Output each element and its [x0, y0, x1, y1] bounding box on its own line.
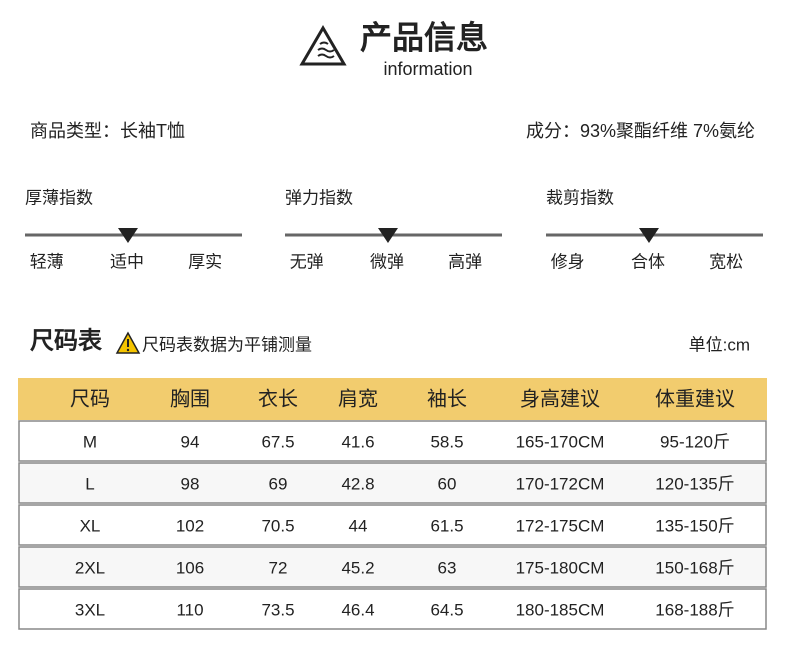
column-header: 胸围	[170, 387, 210, 410]
product-material: 成分：93%聚酯纤维 7%氨纶	[526, 121, 755, 141]
table-cell: 58.5	[430, 432, 463, 451]
table-cell: 102	[176, 516, 204, 535]
scale-option: 修身	[551, 252, 585, 271]
table-row	[18, 462, 767, 504]
table-cell: 60	[438, 474, 457, 493]
table-cell: L	[85, 474, 94, 493]
scale-marker	[638, 228, 659, 243]
scale-marker	[377, 228, 398, 243]
scale-option: 高弹	[448, 252, 482, 271]
table-row	[18, 420, 767, 462]
table-cell: 106	[176, 558, 204, 577]
table-cell: 170-172CM	[516, 474, 605, 493]
table-cell: 98	[181, 474, 200, 493]
table-cell: 135-150斤	[655, 516, 734, 535]
table-cell: 67.5	[261, 432, 294, 451]
table-cell: XL	[80, 516, 101, 535]
size-chart-unit: 单位:cm	[689, 335, 750, 354]
scale-option: 适中	[110, 252, 144, 271]
scale-option: 厚实	[188, 252, 222, 271]
table-cell: 72	[269, 558, 288, 577]
table-cell: 172-175CM	[516, 516, 605, 535]
warning-icon	[115, 331, 141, 354]
page-title: 产品信息	[360, 19, 488, 55]
table-cell: 61.5	[430, 516, 463, 535]
column-header: 衣长	[258, 387, 298, 410]
column-header: 袖长	[427, 387, 467, 410]
table-cell: 69	[269, 474, 288, 493]
size-chart-title: 尺码表	[30, 327, 103, 354]
table-cell: 110	[176, 600, 203, 619]
column-header: 身高建议	[520, 387, 600, 410]
table-cell: 94	[181, 432, 200, 451]
scale-option: 微弹	[370, 252, 404, 271]
scale-label: 裁剪指数	[546, 188, 614, 207]
table-cell: 150-168斤	[655, 558, 734, 577]
table-cell: 46.4	[341, 600, 374, 619]
page-subtitle: information	[383, 59, 472, 79]
scale-label: 弹力指数	[285, 188, 353, 207]
scale-option: 轻薄	[30, 252, 64, 271]
table-cell: 41.6	[341, 432, 374, 451]
table-cell: 44	[349, 516, 368, 535]
product-type: 商品类型：长袖T恤	[30, 121, 185, 141]
table-row	[18, 588, 767, 630]
column-header: 尺码	[70, 388, 110, 410]
table-cell: 45.2	[341, 558, 374, 577]
table-cell: 64.5	[430, 600, 463, 619]
column-header: 肩宽	[338, 387, 378, 410]
table-cell: 73.5	[261, 600, 294, 619]
table-row	[18, 546, 767, 588]
table-cell: 70.5	[261, 516, 294, 535]
table-cell: 42.8	[341, 474, 374, 493]
logo-icon	[299, 25, 347, 66]
table-cell: 95-120斤	[660, 432, 730, 451]
table-header-bg	[18, 378, 767, 420]
table-cell: 165-170CM	[516, 432, 605, 451]
table-cell: 180-185CM	[516, 600, 605, 619]
scale-option: 合体	[631, 252, 665, 271]
scale-label: 厚薄指数	[25, 188, 93, 207]
scale-option: 宽松	[709, 252, 743, 271]
scale-marker	[117, 228, 138, 243]
table-cell: 63	[438, 558, 457, 577]
column-header: 体重建议	[655, 387, 735, 410]
scale-option: 无弹	[290, 252, 324, 271]
table-cell: M	[83, 432, 97, 451]
table-cell: 120-135斤	[655, 474, 734, 493]
table-cell: 168-188斤	[655, 600, 734, 619]
table-cell: 3XL	[75, 600, 105, 619]
table-row	[18, 504, 767, 546]
table-cell: 2XL	[75, 558, 105, 577]
size-chart-note: 尺码表数据为平铺测量	[142, 335, 312, 354]
table-cell: 175-180CM	[516, 558, 605, 577]
